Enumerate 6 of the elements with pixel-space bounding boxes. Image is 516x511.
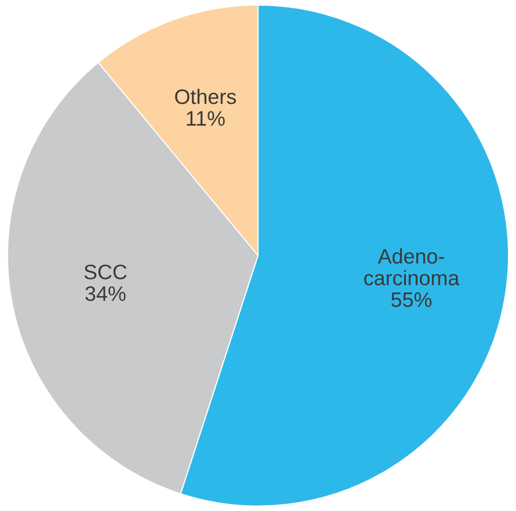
slice-label: SCC <box>84 264 127 280</box>
data-label: 55% <box>391 292 432 308</box>
data-label: 34% <box>85 286 126 302</box>
slice-label: Others <box>175 88 236 104</box>
data-label: 11% <box>186 111 225 126</box>
slice-label: Adeno- carcinoma <box>364 248 460 286</box>
